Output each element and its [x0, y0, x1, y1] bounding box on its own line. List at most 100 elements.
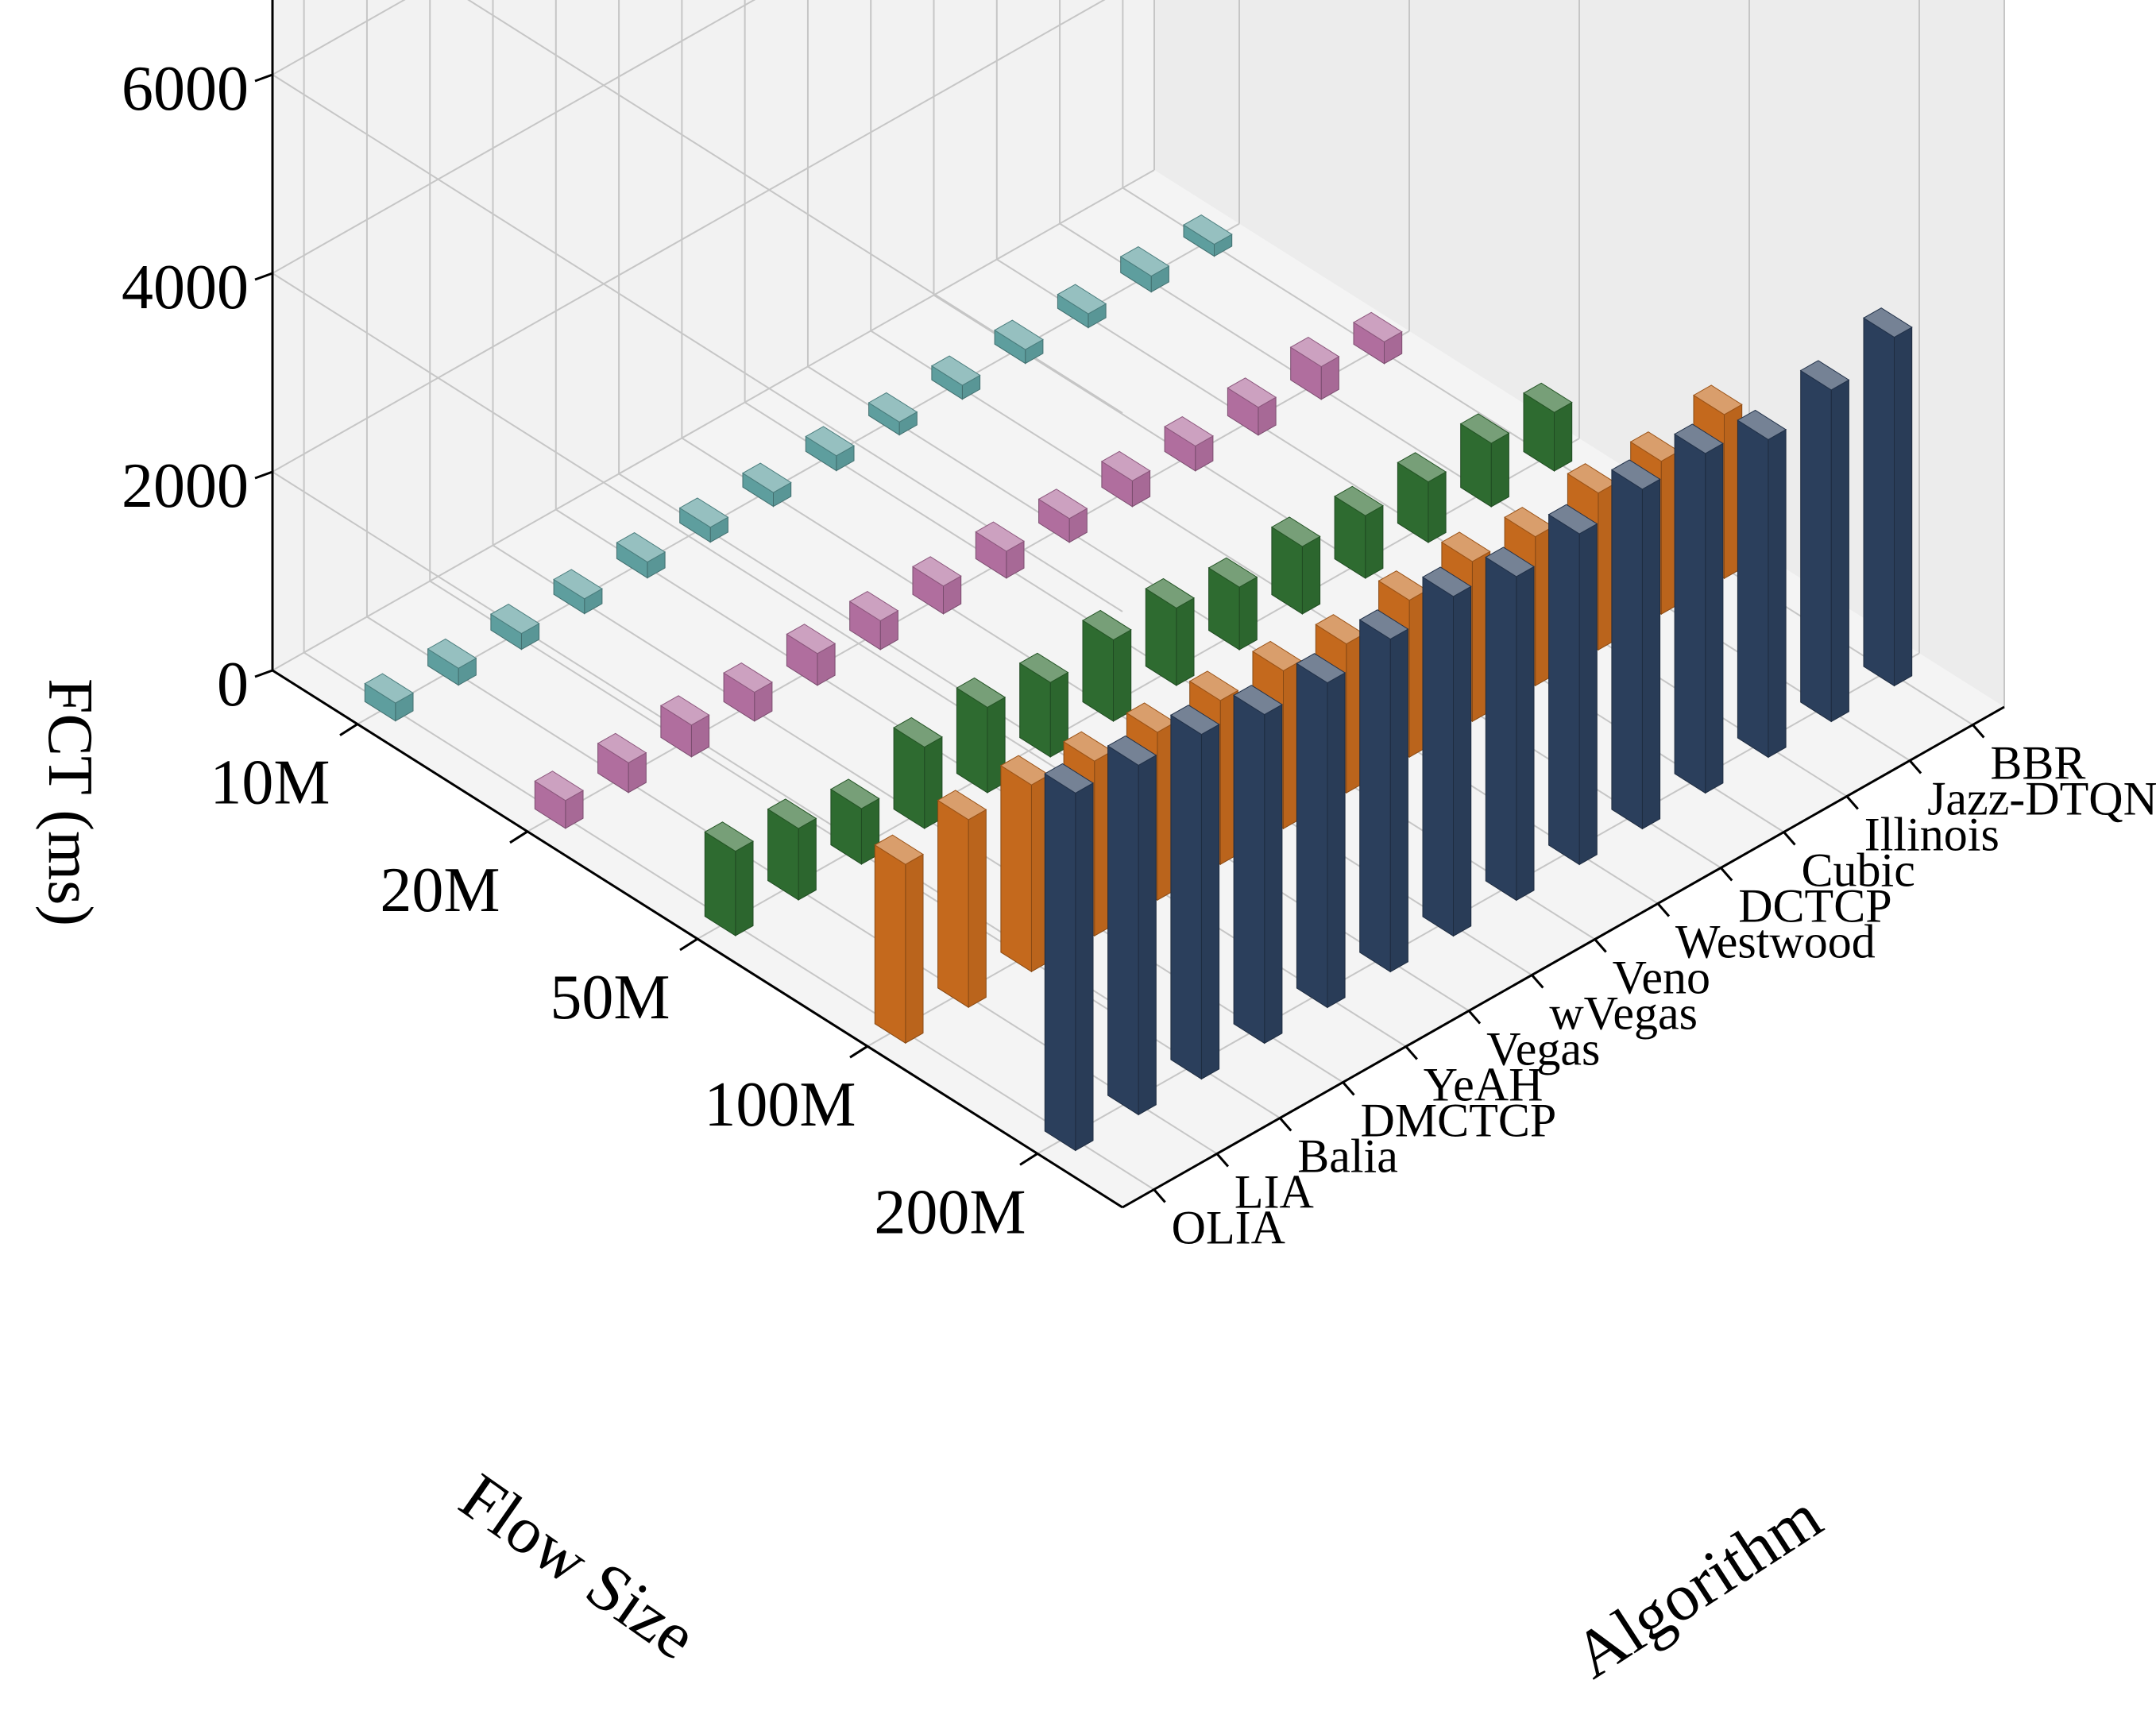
bar-front-face — [968, 809, 987, 1009]
bar-front-face — [1365, 504, 1384, 579]
bar-left-face — [1044, 773, 1076, 1152]
bar — [704, 821, 754, 937]
y-tick — [1908, 759, 1922, 774]
bar-top-face — [1037, 489, 1088, 519]
bar-left-face — [874, 844, 906, 1045]
bar-top-face — [930, 355, 981, 386]
bar-front-face — [1238, 576, 1258, 651]
bar — [874, 834, 924, 1045]
bar-top-face — [1422, 566, 1472, 597]
bar-front-face — [1327, 672, 1346, 1009]
bar-top-face — [848, 591, 899, 622]
y-tick — [1153, 1188, 1166, 1203]
bar-left-face — [1359, 619, 1391, 973]
bar-top-face — [1063, 731, 1113, 762]
bar-top-face — [1315, 614, 1365, 645]
bar — [994, 319, 1044, 365]
bar — [1169, 705, 1220, 1080]
bar-left-face — [1800, 369, 1832, 723]
bar-front-face — [1176, 597, 1195, 686]
bar-top-face — [1082, 609, 1132, 641]
bar-left-face — [1422, 576, 1454, 937]
bar — [659, 695, 710, 758]
bar-top-face — [1018, 652, 1069, 683]
y-tick-label: YeAH — [1424, 1059, 1544, 1111]
y-tick-label: wVegas — [1549, 987, 1698, 1040]
bar — [742, 462, 792, 508]
bar — [1145, 577, 1195, 686]
bar-left-face — [1674, 433, 1706, 794]
bar-top-face — [1504, 507, 1554, 538]
z-tick — [254, 470, 273, 480]
bar-top-face — [1523, 382, 1573, 413]
y-tick — [1845, 795, 1859, 810]
bar — [1044, 763, 1094, 1152]
bar — [1863, 307, 1913, 687]
bar — [427, 638, 477, 686]
bar-front-face — [1894, 326, 1913, 687]
bar-left-face — [937, 799, 969, 1009]
bar — [1233, 685, 1283, 1045]
bar-top-face — [1100, 450, 1151, 481]
bar — [1485, 546, 1535, 902]
chart-bars — [364, 214, 1913, 1152]
y-tick-label: OLIA — [1172, 1202, 1285, 1254]
bar — [1082, 609, 1132, 722]
bar-top-face — [489, 604, 540, 635]
chart-axes — [254, 0, 2005, 1209]
bar — [1358, 609, 1409, 973]
bar — [534, 770, 584, 829]
bar-top-face — [742, 462, 792, 493]
bar-left-face — [1485, 556, 1517, 902]
bar-front-face — [1453, 585, 1472, 937]
bar-top-face — [1863, 307, 1913, 338]
bar-front-face — [905, 853, 924, 1045]
x-axis-label: Flow Size — [447, 1459, 709, 1674]
bar-top-face — [1459, 413, 1510, 444]
bar-top-face — [1233, 685, 1283, 716]
bar — [937, 790, 987, 1009]
bar-front-face — [1428, 471, 1447, 543]
bar — [1737, 409, 1787, 759]
bar — [930, 355, 981, 400]
bar-front-face — [1554, 401, 1573, 472]
bar-front-face — [1768, 428, 1787, 759]
bar-top-face — [1377, 570, 1428, 601]
x-tick-label: 50M — [550, 963, 670, 1033]
bar-top-face — [999, 755, 1050, 786]
bar-front-face — [1075, 782, 1094, 1152]
bar-front-face — [1389, 628, 1408, 973]
bar — [893, 716, 943, 829]
y-axis-line — [1122, 705, 2005, 1209]
x-tick-label: 100M — [704, 1070, 856, 1140]
bar-top-face — [956, 677, 1007, 709]
bar-top-face — [704, 821, 754, 852]
bar — [999, 755, 1050, 973]
bar-top-face — [616, 532, 667, 563]
x-tick-label: 200M — [874, 1177, 1026, 1247]
bar — [616, 532, 667, 579]
bar — [1164, 416, 1214, 472]
y-tick — [1531, 974, 1544, 989]
bar-top-face — [1183, 214, 1233, 245]
y-tick-label: Jazz-DTQN — [1927, 773, 2156, 825]
bar — [723, 662, 773, 722]
bar-top-face — [1353, 311, 1403, 342]
bar-top-face — [1440, 531, 1491, 562]
bar — [805, 426, 855, 472]
bar-top-face — [786, 624, 837, 655]
bar-front-face — [1138, 754, 1157, 1116]
z-axis-label: FCT (ms) — [35, 678, 105, 926]
y-tick-label: Balia — [1297, 1130, 1398, 1183]
bar-front-face — [1200, 724, 1220, 1080]
bar — [767, 798, 817, 901]
bar-top-face — [1164, 416, 1214, 447]
x-tick — [849, 1045, 868, 1059]
bar — [1057, 284, 1107, 329]
x-tick — [339, 723, 358, 736]
bar-top-face — [874, 834, 924, 865]
bar-front-face — [1830, 379, 1849, 723]
bar-top-face — [364, 673, 414, 704]
y-tick — [1783, 831, 1796, 846]
bar — [956, 677, 1007, 794]
